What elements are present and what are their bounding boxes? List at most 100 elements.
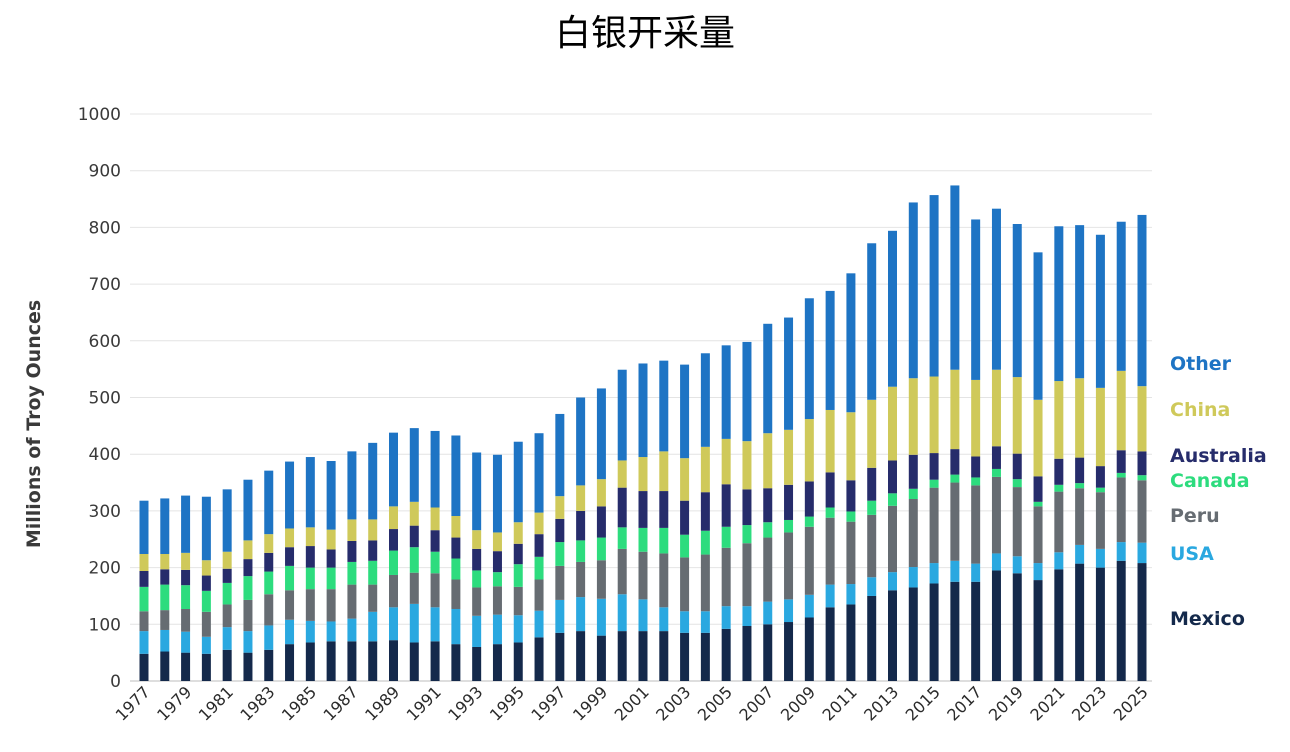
bar-usa-1977 bbox=[139, 631, 149, 654]
bar-peru-1986 bbox=[326, 589, 336, 622]
bar-other-2025 bbox=[1137, 214, 1147, 387]
bar-mexico-1988 bbox=[368, 641, 378, 681]
bar-china-1991 bbox=[430, 507, 440, 531]
bar-peru-2012 bbox=[867, 514, 877, 578]
bar-australia-1998 bbox=[576, 510, 586, 541]
x-tick-label: 2011 bbox=[819, 682, 861, 724]
bar-china-2001 bbox=[638, 457, 648, 492]
x-tick-label: 2017 bbox=[943, 682, 985, 724]
bar-usa-1996 bbox=[534, 610, 544, 638]
bar-mexico-1984 bbox=[285, 644, 295, 681]
bar-other-1986 bbox=[326, 461, 336, 530]
x-tick-label: 1985 bbox=[278, 682, 320, 724]
bar-canada-2010 bbox=[825, 507, 835, 518]
bar-canada-1995 bbox=[513, 564, 523, 587]
bars bbox=[139, 185, 1147, 681]
bar-china-1989 bbox=[389, 506, 398, 530]
bar-peru-2018 bbox=[991, 476, 1001, 554]
bar-peru-1993 bbox=[472, 587, 482, 616]
bar-canada-2012 bbox=[867, 500, 877, 515]
bar-other-1983 bbox=[264, 470, 274, 535]
bar-peru-2003 bbox=[680, 557, 690, 612]
bar-australia-2023 bbox=[1095, 466, 1105, 488]
bar-usa-2002 bbox=[659, 607, 669, 632]
bar-china-2014 bbox=[908, 378, 918, 455]
bar-australia-2005 bbox=[721, 484, 731, 527]
bar-usa-2006 bbox=[742, 606, 752, 627]
bar-peru-1998 bbox=[576, 561, 586, 598]
bar-other-1978 bbox=[160, 498, 170, 554]
x-tick-label: 2007 bbox=[735, 682, 777, 724]
bar-australia-2001 bbox=[638, 491, 648, 528]
bar-china-1981 bbox=[222, 551, 232, 569]
bar-canada-1991 bbox=[430, 551, 440, 574]
y-tick-label: 200 bbox=[89, 559, 121, 579]
bar-other-2019 bbox=[1012, 223, 1022, 378]
bar-china-1988 bbox=[368, 519, 378, 541]
bar-peru-2000 bbox=[617, 548, 627, 595]
bar-china-2017 bbox=[971, 379, 981, 457]
bar-australia-2012 bbox=[867, 467, 877, 501]
bar-peru-2023 bbox=[1095, 492, 1105, 549]
x-tick-label: 2019 bbox=[985, 682, 1027, 724]
bar-mexico-2003 bbox=[680, 632, 690, 681]
bar-canada-2020 bbox=[1033, 501, 1043, 507]
bar-mexico-1991 bbox=[430, 641, 440, 681]
bar-peru-2002 bbox=[659, 553, 669, 608]
x-tick-label: 1991 bbox=[403, 682, 445, 724]
x-tick-label: 2015 bbox=[902, 682, 944, 724]
bar-other-1982 bbox=[243, 479, 253, 541]
bar-mexico-1994 bbox=[492, 644, 502, 681]
bar-canada-1979 bbox=[181, 585, 191, 609]
x-tick-label: 1981 bbox=[195, 682, 237, 724]
y-tick-label: 800 bbox=[89, 218, 121, 238]
bar-peru-2011 bbox=[846, 521, 856, 585]
x-tick-label: 2025 bbox=[1110, 682, 1152, 724]
legend-mexico: Mexico bbox=[1170, 608, 1245, 630]
bar-other-2000 bbox=[617, 369, 627, 461]
bar-china-2012 bbox=[867, 399, 877, 468]
bar-china-2004 bbox=[700, 446, 710, 493]
bar-china-2006 bbox=[742, 441, 752, 490]
bar-peru-1989 bbox=[389, 574, 398, 608]
bar-china-1986 bbox=[326, 529, 336, 550]
bar-mexico-2011 bbox=[846, 604, 856, 681]
legend-peru: Peru bbox=[1170, 505, 1220, 527]
bar-mexico-2000 bbox=[617, 631, 627, 681]
bar-peru-1983 bbox=[264, 594, 274, 626]
bar-canada-2002 bbox=[659, 527, 669, 554]
bar-usa-2020 bbox=[1033, 563, 1043, 581]
bar-canada-1983 bbox=[264, 571, 274, 595]
bar-other-2017 bbox=[971, 219, 981, 380]
bar-peru-1990 bbox=[409, 572, 419, 604]
bar-peru-2019 bbox=[1012, 487, 1022, 557]
bar-peru-2025 bbox=[1137, 480, 1147, 543]
bar-australia-2013 bbox=[888, 460, 897, 494]
bar-other-2018 bbox=[991, 208, 1001, 370]
bar-usa-1990 bbox=[409, 603, 419, 643]
x-tick-label: 2009 bbox=[777, 682, 819, 724]
bar-australia-1978 bbox=[160, 569, 170, 585]
bar-peru-1979 bbox=[181, 608, 191, 632]
bar-usa-2009 bbox=[804, 594, 814, 618]
bar-canada-1978 bbox=[160, 584, 170, 611]
bar-mexico-2014 bbox=[908, 587, 918, 681]
bar-australia-2007 bbox=[763, 488, 773, 523]
bar-other-1996 bbox=[534, 433, 544, 513]
bar-canada-2016 bbox=[950, 474, 960, 483]
bar-australia-2017 bbox=[971, 456, 981, 478]
x-tick-label: 2021 bbox=[1026, 682, 1068, 724]
bar-peru-2024 bbox=[1116, 477, 1126, 543]
bar-mexico-2016 bbox=[950, 581, 960, 681]
x-tick-label: 1999 bbox=[569, 682, 611, 724]
bar-australia-2006 bbox=[742, 489, 752, 526]
bar-other-2012 bbox=[867, 243, 877, 400]
bar-usa-2017 bbox=[971, 563, 981, 582]
x-tick-label: 1983 bbox=[236, 682, 278, 724]
bar-usa-1979 bbox=[181, 631, 191, 653]
bar-mexico-2015 bbox=[929, 583, 939, 681]
bar-china-1999 bbox=[596, 479, 606, 507]
bar-australia-1986 bbox=[326, 549, 336, 568]
bar-mexico-2012 bbox=[867, 595, 877, 681]
